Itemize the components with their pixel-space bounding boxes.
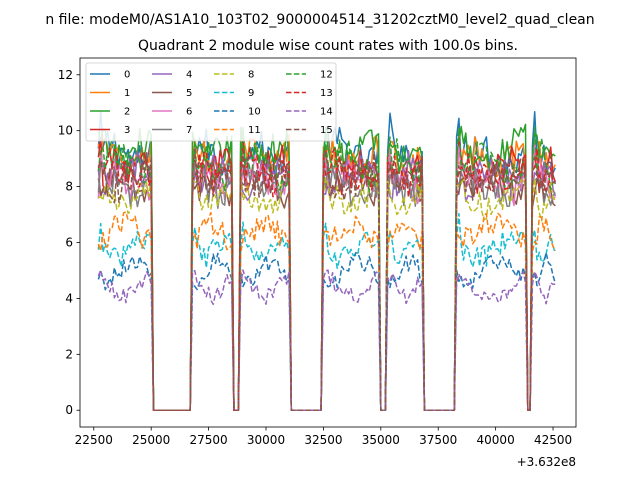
- figure-suptitle: n file: modeM0/AS1A10_103T02_9000004514_…: [45, 12, 594, 28]
- y-tick-label: 10: [58, 124, 73, 138]
- legend-label-2: 2: [124, 107, 130, 118]
- legend-label-14: 14: [320, 107, 333, 118]
- chart-title: Quadrant 2 module wise count rates with …: [138, 38, 518, 54]
- y-axis: 0 2 4 6 8 10 12: [58, 68, 80, 417]
- legend-label-1: 1: [124, 88, 130, 99]
- legend-label-3: 3: [124, 125, 130, 136]
- x-tick-label: 40000: [477, 433, 515, 447]
- y-tick-label: 6: [65, 236, 73, 250]
- x-tick-label: 30000: [247, 433, 285, 447]
- x-tick-label: 22500: [75, 433, 113, 447]
- legend-label-5: 5: [186, 88, 192, 99]
- legend-label-11: 11: [248, 125, 261, 136]
- legend-label-15: 15: [320, 125, 333, 136]
- y-tick-label: 8: [65, 180, 73, 194]
- legend-label-0: 0: [124, 70, 130, 81]
- y-tick-label: 12: [58, 68, 73, 82]
- y-tick-label: 4: [65, 291, 73, 305]
- legend-label-6: 6: [186, 107, 192, 118]
- legend-label-10: 10: [248, 107, 261, 118]
- y-tick-label: 0: [65, 403, 73, 417]
- legend-label-7: 7: [186, 125, 192, 136]
- x-tick-label: 42500: [534, 433, 572, 447]
- x-axis-offset-label: +3.632e8: [517, 455, 576, 469]
- legend-box: [85, 62, 337, 142]
- legend-label-12: 12: [320, 70, 333, 81]
- y-tick-label: 2: [65, 347, 73, 361]
- x-tick-label: 32500: [304, 433, 342, 447]
- series-line-12: [97, 126, 556, 411]
- legend-label-8: 8: [248, 70, 254, 81]
- legend-label-9: 9: [248, 88, 254, 99]
- legend-label-4: 4: [186, 70, 192, 81]
- x-tick-label: 35000: [362, 433, 400, 447]
- x-tick-label: 37500: [419, 433, 457, 447]
- x-tick-label: 27500: [189, 433, 227, 447]
- x-axis: 22500 25000 27500 30000 32500 35000 37500 40000…: [75, 427, 572, 447]
- x-tick-label: 25000: [132, 433, 170, 447]
- series-line-15: [97, 148, 557, 411]
- legend-label-13: 13: [320, 88, 333, 99]
